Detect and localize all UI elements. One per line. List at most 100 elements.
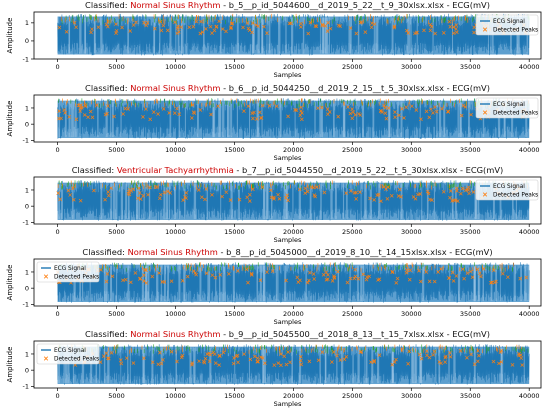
detected-peak-marker [311,272,316,276]
x-tick-label: 0 [56,228,60,236]
detected-peak-marker [500,271,505,276]
y-axis-label: Amplitude [6,347,14,383]
detected-peak-marker [144,268,148,273]
detected-peak-marker [353,267,358,272]
detected-peak-marker [242,109,246,113]
detected-peak-marker [271,195,276,200]
detected-peak-marker [201,359,206,364]
x-tick-label: 30000 [401,310,422,318]
detected-peak-marker [74,117,79,122]
detected-peak-marker [199,19,204,24]
detected-peak-marker [460,267,465,272]
detected-peak-marker [204,186,209,191]
y-axis-label: Amplitude [6,265,14,301]
detected-peak-marker [131,187,136,192]
detected-peak-marker [211,350,216,355]
detected-peak-marker [213,361,218,365]
detected-peak-marker [454,23,459,27]
x-tick-label: 0 [56,63,60,71]
detected-peak-marker [224,29,228,34]
detected-peak-marker [326,272,330,277]
detected-peak-marker [393,115,397,120]
detected-peak-marker [220,194,224,199]
detected-peak-marker [121,278,125,283]
detected-peak-marker [330,360,334,364]
detected-peak-marker [57,109,62,113]
detected-peak-marker [123,277,128,282]
detected-peak-marker [254,117,259,121]
detected-peak-marker [422,28,426,33]
detected-peak-marker [56,191,61,195]
detected-peak-marker [386,106,391,110]
detected-peak-marker [104,279,109,284]
detected-peak-marker [165,189,170,194]
detected-peak-marker [359,349,364,354]
detected-peak-marker [468,269,473,274]
detected-peak-marker [90,115,95,120]
chart-panel-1: Classified: Normal Sinus Rhythm - b_5__p… [6,0,542,79]
detected-peak-marker [305,280,310,285]
detected-peak-marker [131,361,136,365]
detected-peak-marker [150,360,155,365]
detected-peak-marker [236,269,240,273]
detected-peak-marker [451,279,456,283]
detected-peak-marker [330,279,335,283]
detected-peak-marker [325,277,330,282]
detected-peak-marker [209,112,213,117]
chart-title-class: Normal Sinus Rhythm [130,0,220,10]
y-tick-label: 1 [25,104,29,112]
legend-peaks-swatch [482,110,488,115]
detected-peak-marker [214,25,219,29]
detected-peak-marker [184,190,189,195]
chart-title-suffix: - b_7__p_id_5044550__d_2019_5_22__t_5_30… [234,165,504,175]
detected-peak-marker [58,197,62,202]
detected-peak-marker [255,359,260,364]
detected-peak-marker [154,185,159,189]
detected-peak-marker [424,349,429,353]
detected-peak-marker [247,199,252,203]
legend-peaks-label: Detected Peaks [54,275,99,281]
detected-peak-marker [410,104,414,109]
detected-peak-marker [430,198,434,203]
detected-peak-marker [348,276,353,281]
x-tick-label: 20000 [283,310,304,318]
detected-peak-marker [99,267,103,272]
detected-peak-marker [353,113,358,117]
detected-peak-marker [465,271,470,276]
detected-peak-marker [472,30,476,35]
detected-peak-marker [194,19,199,24]
detected-peak-marker [185,274,190,279]
detected-peak-marker [109,186,114,191]
detected-peak-marker [104,22,109,27]
detected-peak-marker [397,113,401,118]
detected-peak-marker [254,23,259,27]
axes-frame [33,11,542,60]
legend-box [475,179,539,201]
detected-peak-marker [191,24,196,29]
detected-peak-marker [346,105,350,109]
legend-box [475,97,539,119]
legend-peaks-label: Detected Peaks [54,357,99,363]
detected-peak-marker [518,353,523,357]
detected-peak-marker [126,107,131,111]
detected-peak-marker [383,105,388,110]
detected-peak-marker [245,21,250,25]
detected-peak-marker [307,359,312,364]
detected-peak-marker [448,350,452,355]
ecg-signal-line [57,13,530,56]
detected-peak-marker [67,115,72,119]
x-tick-label: 30000 [401,63,422,71]
x-tick-label: 5000 [108,310,125,318]
detected-peak-marker [427,115,432,120]
legend-signal-label: ECG Signal [54,266,86,272]
detected-peak-marker [78,198,83,203]
detected-peak-marker [232,356,236,360]
detected-peak-marker [278,352,283,356]
detected-peak-marker [454,274,459,278]
detected-peak-marker [416,192,420,197]
detected-peak-marker [440,106,444,111]
detected-peak-marker [454,30,459,35]
detected-peak-marker [106,193,111,198]
detected-peak-marker [364,277,369,282]
detected-peak-marker [161,358,165,362]
